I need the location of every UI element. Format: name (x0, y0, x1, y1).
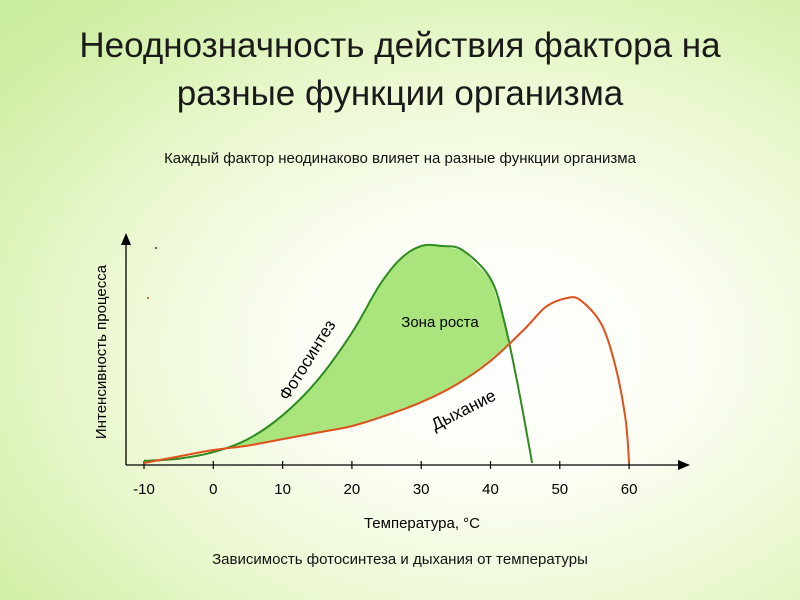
chart-caption: Зависимость фотосинтеза и дыхания от тем… (212, 551, 588, 568)
x-tick-label: 50 (551, 481, 568, 498)
slide-subtitle: Каждый фактор неодинаково влияет на разн… (164, 150, 636, 167)
speck-dot (155, 247, 157, 249)
x-axis-arrow (678, 460, 690, 470)
x-axis-label: Температура, °С (364, 515, 480, 532)
x-tick-label: 20 (344, 481, 361, 498)
title-line-1: Неоднозначность действия фактора на (79, 26, 721, 65)
y-axis-arrow (121, 233, 131, 245)
x-tick-label: 0 (209, 481, 217, 498)
title-line-2: разные функции организма (176, 74, 624, 113)
x-tick-label: 10 (274, 481, 291, 498)
x-tick-label: 40 (482, 481, 499, 498)
x-tick-label: 30 (413, 481, 430, 498)
series-line-respiration (143, 296, 631, 464)
series-line-photosynthesis (143, 243, 534, 464)
speck-dot (147, 297, 149, 299)
x-tick-label: 60 (621, 481, 638, 498)
growth-zone-area (144, 246, 508, 463)
x-tick-label: -10 (133, 481, 155, 498)
y-axis-label: Интенсивность процесса (93, 264, 110, 439)
growth-zone-label: Зона роста (401, 314, 479, 331)
slide-title: Неоднозначность действия фактора на разн… (0, 22, 800, 118)
